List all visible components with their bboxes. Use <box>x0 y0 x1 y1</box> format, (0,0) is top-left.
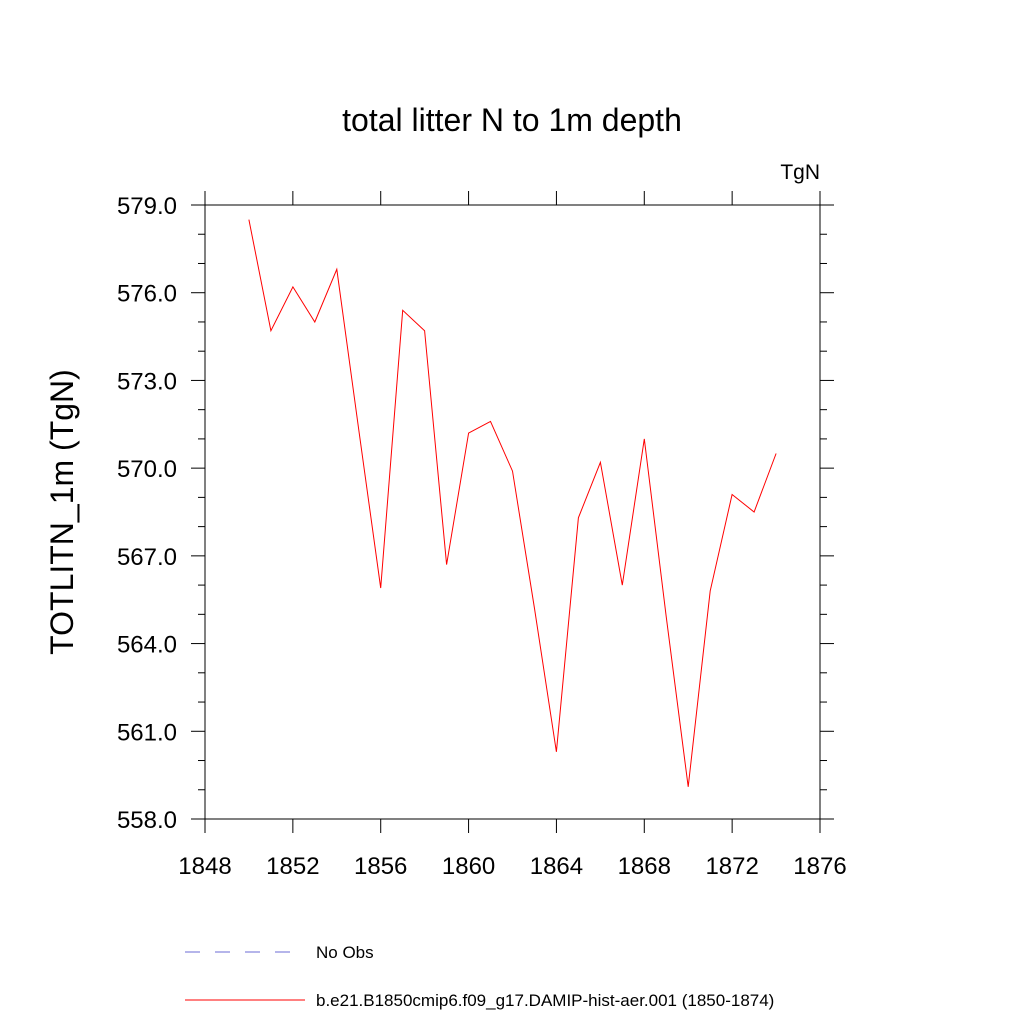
y-tick-label: 570.0 <box>117 456 177 483</box>
y-tick-label: 573.0 <box>117 368 177 395</box>
chart-title: total litter N to 1m depth <box>342 102 682 138</box>
x-tick-label: 1848 <box>178 853 231 880</box>
plot-area <box>204 204 821 820</box>
y-tick-label: 558.0 <box>117 807 177 834</box>
legend: No Obs b.e21.B1850cmip6.f09_g17.DAMIP-his… <box>185 943 774 1010</box>
x-tick-label: 1868 <box>618 853 671 880</box>
y-tick-label: 576.0 <box>117 281 177 308</box>
x-tick-label: 1860 <box>442 853 495 880</box>
y-tick-label: 561.0 <box>117 719 177 746</box>
y-axis: 558.0 561.0 564.0 567.0 570.0 573.0 576.0 579.0 <box>117 193 834 834</box>
x-tick-label: 1864 <box>530 853 583 880</box>
plot-frame <box>204 204 821 820</box>
y-axis-label: TOTLITN_1m (TgN) <box>44 369 80 655</box>
x-tick-label: 1856 <box>354 853 407 880</box>
y-tick-label: 567.0 <box>117 544 177 571</box>
legend-label-1: No Obs <box>316 943 374 962</box>
x-tick-label: 1852 <box>266 853 319 880</box>
legend-label-0: b.e21.B1850cmip6.f09_g17.DAMIP-hist-aer.… <box>316 991 774 1010</box>
series-line-0 <box>248 219 777 787</box>
y-tick-label: 579.0 <box>117 193 177 220</box>
series-layer <box>248 219 777 787</box>
y-tick-label: 564.0 <box>117 632 177 659</box>
x-tick-label: 1872 <box>705 853 758 880</box>
units-label: TgN <box>780 161 820 184</box>
x-axis: 1848 1852 1856 1860 1864 1868 1872 1876 <box>178 191 847 880</box>
x-tick-label: 1876 <box>793 853 846 880</box>
